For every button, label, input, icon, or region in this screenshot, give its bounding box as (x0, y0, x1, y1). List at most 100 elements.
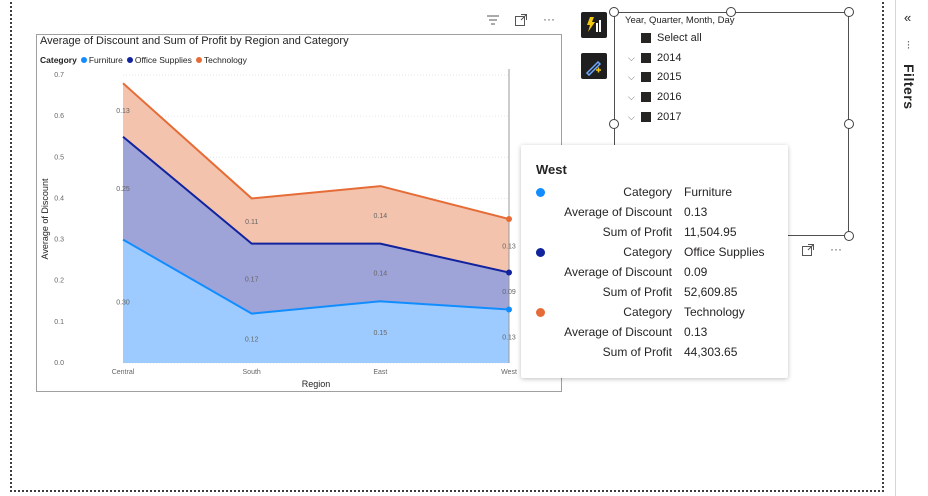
tooltip-row: Average of Discount 0.09 (521, 265, 788, 281)
y-tick-label: 0.1 (54, 319, 64, 326)
tooltip-value: 52,609.85 (684, 285, 738, 299)
lightning-chart-icon[interactable] (581, 12, 607, 38)
resize-handle[interactable] (844, 231, 854, 241)
data-label: 0.11 (245, 219, 258, 226)
resize-handle[interactable] (609, 119, 619, 129)
resize-handle[interactable] (844, 119, 854, 129)
area-chart-visual[interactable]: Average of Discount and Sum of Profit by… (36, 34, 562, 392)
chevron-down-icon[interactable]: ⌵ (628, 71, 635, 82)
collapse-pane-icon[interactable]: « (904, 10, 912, 25)
tooltip-key: Sum of Profit (602, 225, 672, 239)
paint-brush-icon[interactable] (581, 53, 607, 79)
slicer-item-label: 2015 (657, 71, 682, 83)
slicer-item-2015[interactable]: ⌵ 2015 (628, 71, 681, 83)
legend-label: Office Supplies (134, 55, 192, 65)
resize-handle[interactable] (726, 7, 736, 17)
slicer-title: Year, Quarter, Month, Day (625, 15, 735, 26)
filter-icon: ⫶ (907, 40, 910, 52)
tooltip-key: Category (623, 185, 672, 199)
line-technology[interactable] (122, 82, 510, 220)
area-furniture[interactable] (123, 239, 509, 363)
slicer-item-2016[interactable]: ⌵ 2016 (628, 91, 681, 103)
tooltip-row: Sum of Profit 52,609.85 (521, 285, 788, 301)
tooltip-row: Average of Discount 0.13 (521, 325, 788, 341)
y-tick-label: 0.6 (54, 113, 64, 120)
legend-item-technology[interactable]: Technology (195, 55, 247, 65)
checkbox[interactable] (641, 112, 651, 122)
slicer-item-2017[interactable]: ⌵ 2017 (628, 111, 681, 123)
resize-handle[interactable] (844, 7, 854, 17)
slicer-item-label: 2014 (657, 52, 682, 64)
slicer-item-2014[interactable]: ⌵ 2014 (628, 52, 681, 64)
series-dot (536, 248, 545, 257)
legend-label: Furniture (88, 55, 123, 65)
tooltip-key: Category (623, 305, 672, 319)
data-point[interactable] (506, 216, 512, 222)
data-label: 0.14 (374, 213, 388, 220)
tooltip-row: Category Furniture (521, 185, 788, 201)
tooltip-row: Sum of Profit 11,504.95 (521, 225, 788, 241)
legend-title: Category (40, 55, 77, 65)
tooltip-value: 44,303.65 (684, 345, 738, 359)
chart-title: Average of Discount and Sum of Profit by… (40, 35, 349, 47)
data-label: 0.17 (245, 277, 259, 284)
checkbox[interactable] (641, 33, 651, 43)
chevron-down-icon[interactable]: ⌵ (628, 111, 635, 122)
data-label: 0.15 (374, 330, 388, 337)
report-canvas (10, 0, 884, 492)
slicer-item-select-all[interactable]: Select all (628, 32, 702, 44)
legend-item-office-supplies[interactable]: Office Supplies (126, 55, 192, 65)
y-tick-label: 0.2 (54, 278, 64, 285)
tooltip-key: Category (623, 245, 672, 259)
tooltip-key: Average of Discount (564, 265, 672, 279)
legend-dot (126, 57, 133, 63)
chevron-down-icon[interactable]: ⌵ (628, 52, 635, 63)
tooltip-row: Average of Discount 0.13 (521, 205, 788, 221)
y-axis-title: Average of Discount (40, 178, 50, 259)
tooltip-row: Sum of Profit 44,303.65 (521, 345, 788, 361)
tooltip-title: West (536, 162, 567, 177)
focus-mode-icon[interactable] (802, 244, 814, 259)
data-point[interactable] (506, 269, 512, 276)
data-point[interactable] (506, 306, 512, 313)
tooltip-value: Furniture (684, 185, 733, 199)
chart-plot-area[interactable]: 0.0 0.1 0.2 0.3 0.4 0.5 0.6 0.7 0.30 0.12 0.15 0.13… (37, 35, 563, 393)
tooltip-key: Average of Discount (564, 325, 672, 339)
checkbox[interactable] (641, 92, 651, 102)
filter-icon[interactable] (487, 14, 499, 28)
tooltip-key: Sum of Profit (602, 345, 672, 359)
tooltip-value: 0.13 (684, 205, 708, 219)
slicer-item-label: 2016 (657, 91, 682, 103)
line-furniture[interactable] (122, 238, 510, 315)
chevron-down-icon[interactable]: ⌵ (628, 91, 635, 102)
x-axis-title: Region (302, 379, 331, 389)
resize-handle[interactable] (609, 7, 619, 17)
x-tick-label: South (243, 369, 261, 376)
focus-mode-icon[interactable] (515, 14, 527, 29)
series-dot (536, 308, 545, 317)
more-options-icon[interactable]: ··· (543, 12, 555, 26)
legend-item-furniture[interactable]: Furniture (80, 55, 123, 65)
checkbox[interactable] (641, 72, 651, 82)
data-label: 0.13 (502, 244, 516, 251)
line-office-supplies[interactable] (122, 135, 510, 274)
data-label: 0.14 (374, 270, 388, 277)
y-tick-label: 0.3 (54, 237, 64, 244)
area-office-supplies[interactable] (123, 136, 509, 314)
slicer-item-label: 2017 (657, 111, 682, 123)
filters-pane-title[interactable]: Filters (901, 64, 917, 110)
checkbox[interactable] (641, 53, 651, 63)
filters-pane: « ⫶ Filters (895, 0, 928, 496)
legend-dot (80, 57, 87, 63)
legend-dot (195, 57, 202, 63)
tooltip-value: 0.13 (684, 325, 708, 339)
y-tick-label: 0.4 (54, 195, 64, 202)
area-technology[interactable] (123, 83, 509, 273)
series-dot (536, 188, 545, 197)
more-options-icon[interactable]: ··· (830, 242, 842, 256)
x-tick-label: Central (112, 369, 135, 376)
legend-label: Technology (203, 55, 247, 65)
y-tick-label: 0.0 (54, 360, 64, 367)
tooltip-key: Sum of Profit (602, 285, 672, 299)
data-label: 0.13 (502, 334, 516, 341)
